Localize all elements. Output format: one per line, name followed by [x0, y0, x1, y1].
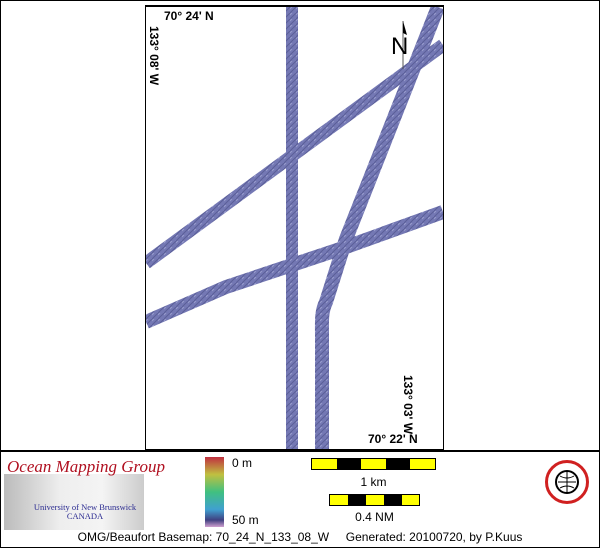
university-label: University of New Brunswick CANADA	[30, 503, 140, 521]
scale-km-label: 1 km	[360, 475, 387, 489]
swath-tracks	[146, 7, 443, 449]
swath-steep	[314, 7, 443, 449]
swath-upper-diagonal	[146, 39, 443, 269]
scale-bar-nm	[329, 494, 420, 506]
bottom-latitude-label: 70° 22' N	[368, 432, 418, 446]
university-name: University of New Brunswick	[33, 502, 137, 512]
bathymetry-map: 70° 24' N 133° 08' W 133° 03' W 70° 22' …	[145, 5, 444, 450]
country-name: CANADA	[66, 511, 104, 521]
org-name: Ocean Mapping Group	[7, 457, 166, 476]
omg-logo-image	[4, 474, 144, 530]
right-longitude-label: 133° 03' W	[401, 375, 415, 435]
swath-lower-diagonal	[146, 205, 443, 329]
north-label: N	[391, 33, 409, 60]
divider	[0, 450, 600, 452]
footer-caption: OMG/Beaufort Basemap: 70_24_N_133_08_W G…	[0, 530, 600, 544]
depth-colorbar	[205, 457, 224, 527]
scale-nm-label: 0.4 NM	[355, 510, 394, 524]
basemap-id: OMG/Beaufort Basemap: 70_24_N_133_08_W	[77, 530, 330, 544]
generated-info: Generated: 20100720, by P.Kuus	[345, 530, 523, 544]
depth-min-label: 0 m	[232, 456, 253, 470]
left-longitude-label: 133° 08' W	[147, 26, 161, 86]
depth-max-label: 50 m	[232, 513, 259, 527]
top-latitude-label: 70° 24' N	[164, 9, 214, 23]
scale-bar-km	[311, 458, 436, 470]
unb-seal-icon	[545, 460, 589, 504]
north-arrow-icon	[402, 21, 407, 69]
